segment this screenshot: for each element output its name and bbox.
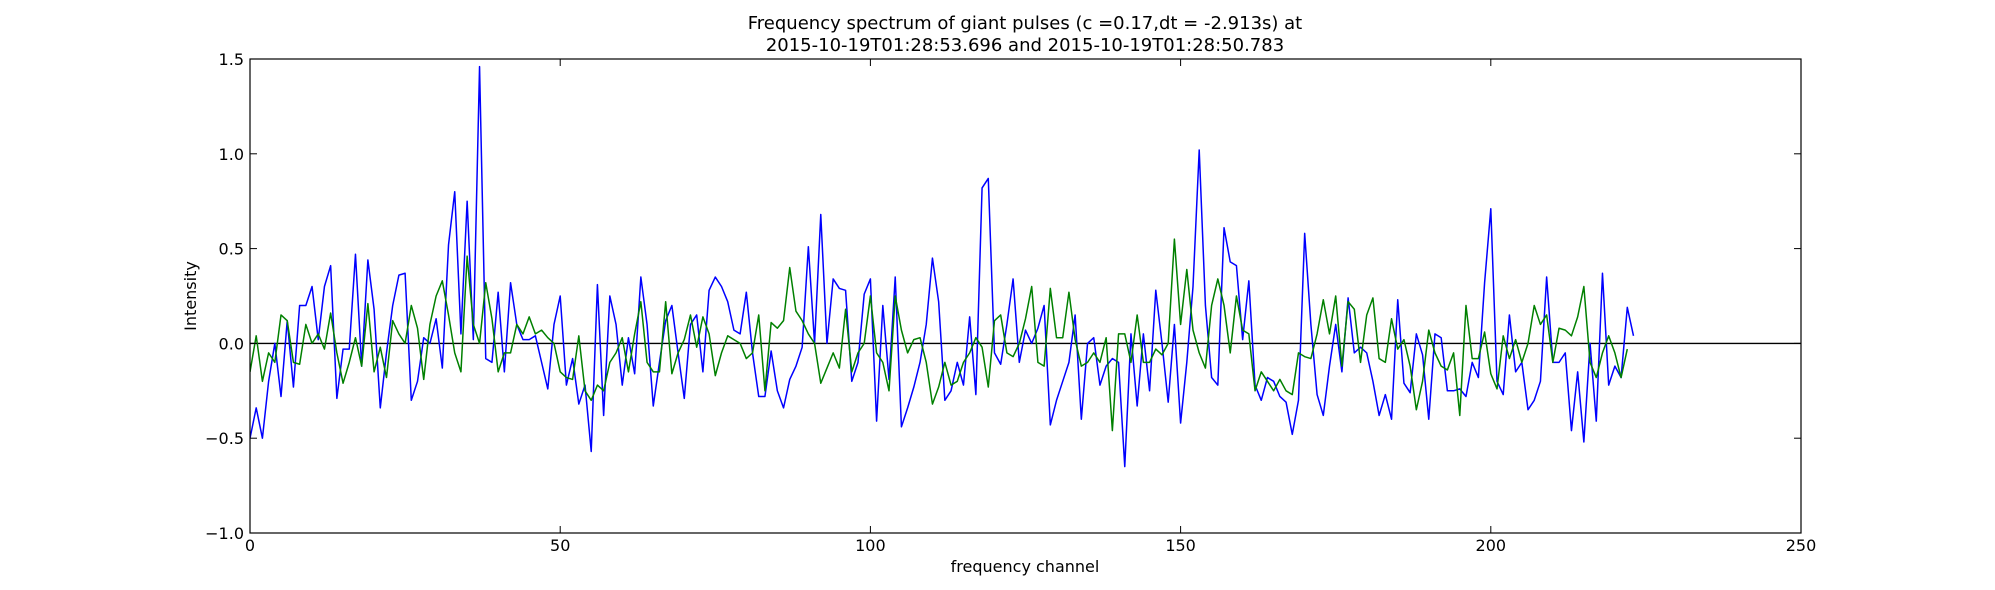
y-tick-label: −0.5: [205, 429, 244, 448]
series-layer: [250, 65, 1635, 468]
chart-title-line-2: 2015-10-19T01:28:53.696 and 2015-10-19T0…: [766, 35, 1284, 56]
series-line-2: [250, 238, 1629, 432]
y-tick-label: −1.0: [205, 524, 244, 543]
x-tick-label: 150: [1165, 536, 1196, 555]
y-tick-label: 0.0: [219, 334, 244, 353]
y-axis-label: Intensity: [181, 261, 200, 331]
x-tick-label: 100: [855, 536, 886, 555]
x-axis-label: frequency channel: [951, 557, 1100, 576]
series-line-1: [250, 65, 1635, 468]
y-tick-label: 0.5: [219, 240, 244, 259]
y-tick-label: 1.5: [219, 50, 244, 69]
plot-frame: [249, 58, 1802, 534]
x-tick-label: 250: [1786, 536, 1817, 555]
chart-title-line-1: Frequency spectrum of giant pulses (c =0…: [748, 13, 1302, 34]
x-tick-label: 50: [550, 536, 570, 555]
y-tick-label: 1.0: [219, 145, 244, 164]
x-tick-label: 0: [245, 536, 255, 555]
x-tick-label: 200: [1476, 536, 1507, 555]
tick-layer: 0 50 100 150 200 250 −1.0 −0.5 0.0 0.5 1.0 1.5: [205, 50, 1816, 555]
plot-area: 0 50 100 150 200 250 −1.0 −0.5 0.0 0.5 1.0 1.5: [205, 50, 1816, 555]
